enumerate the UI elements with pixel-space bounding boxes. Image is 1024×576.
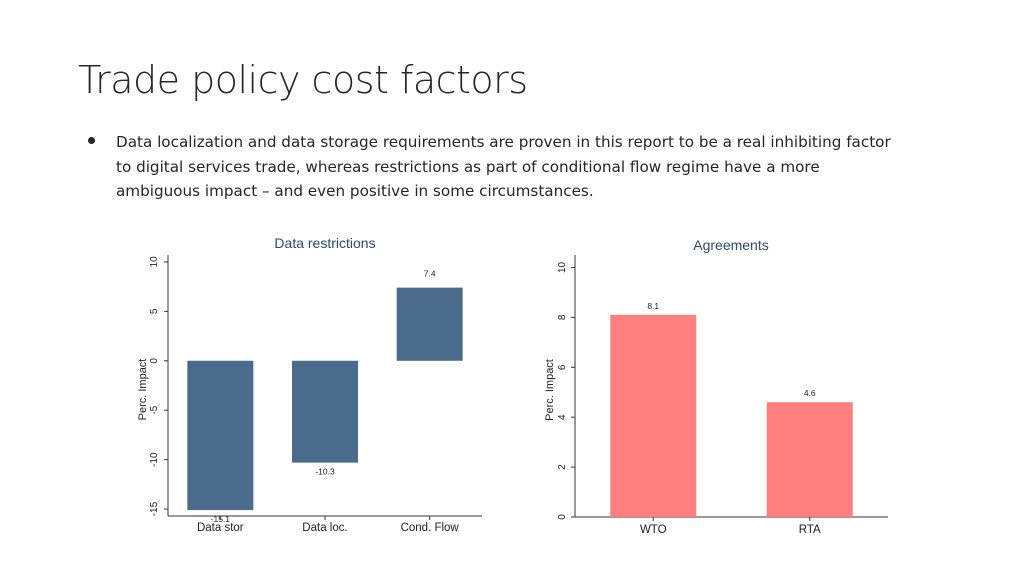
bullet-text: Data localization and data storage requi… xyxy=(116,133,891,200)
bar-value-label: 4.6 xyxy=(804,388,816,398)
y-tick-label: -5 xyxy=(149,405,160,414)
y-axis-label: Perc. Impact xyxy=(137,359,149,421)
x-tick-label: Data loc. xyxy=(302,522,347,534)
bar-value-label: 8.1 xyxy=(647,301,659,311)
y-tick-label: 0 xyxy=(557,514,568,520)
y-tick-label: 10 xyxy=(149,256,160,268)
bullet-dot-icon xyxy=(88,137,95,144)
x-tick-label: Data stor xyxy=(197,522,244,534)
chart-title: Data restrictions xyxy=(274,235,375,251)
y-tick-label: 8 xyxy=(557,314,568,320)
x-tick-label: Cond. Flow xyxy=(401,522,460,534)
y-tick-label: 2 xyxy=(557,464,568,470)
slide-title: Trade policy cost factors xyxy=(78,58,528,102)
bar-value-label: -10.3 xyxy=(315,467,335,477)
x-tick-label: RTA xyxy=(799,524,821,536)
y-tick-label: -10 xyxy=(149,452,160,467)
y-tick-label: 5 xyxy=(149,308,160,314)
y-tick-label: 10 xyxy=(557,261,568,273)
bar xyxy=(292,360,358,463)
chart-1: Data restrictions -15 -10 -5 0 5 10 Perc. Impac… xyxy=(137,235,482,534)
bar xyxy=(396,287,463,361)
y-tick-label: 6 xyxy=(557,364,568,370)
chart-title: Agreements xyxy=(693,237,768,253)
y-tick-label: -15 xyxy=(149,501,160,516)
y-axis-label: Perc. Impact xyxy=(544,359,556,421)
bar-value-label: 7.4 xyxy=(424,269,436,279)
y-tick-label: 0 xyxy=(149,358,160,364)
bar xyxy=(766,402,853,517)
x-tick-label: WTO xyxy=(640,524,667,536)
bar xyxy=(187,360,254,511)
bar xyxy=(610,314,697,517)
y-tick-label: 4 xyxy=(557,414,568,420)
chart-2: Agreements 0 2 4 6 8 10 Perc. Impact 8.1 WTO 4.6 RT… xyxy=(544,237,888,536)
